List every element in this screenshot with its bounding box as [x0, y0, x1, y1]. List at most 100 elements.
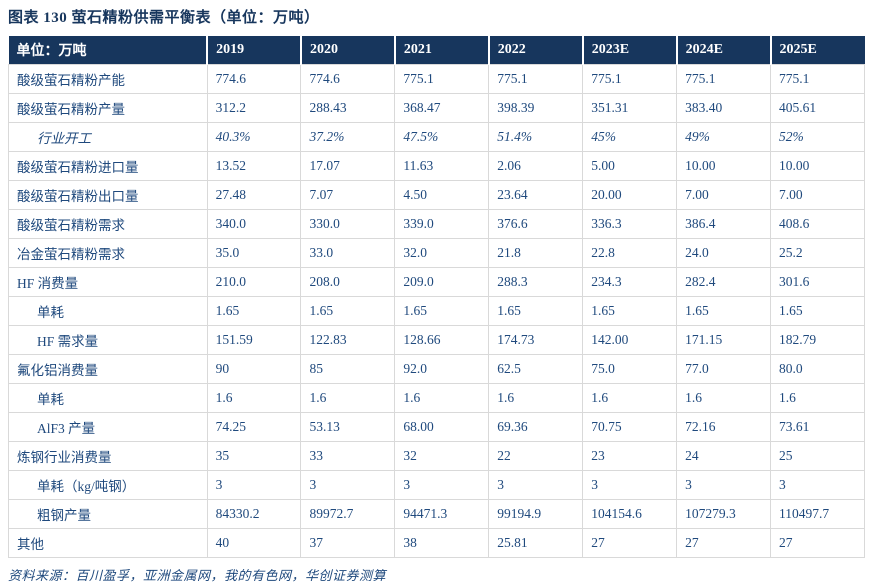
- table-cell: 2.06: [488, 150, 584, 181]
- table-row: HF 需求量 151.59 122.83 128.66 174.73 142.00 171.…: [8, 324, 865, 355]
- table-row: AlF3 产量 74.25 53.13 68.00 69.36 70.75 72.16 73.…: [8, 411, 865, 442]
- row-label: 酸级萤石精粉产量: [8, 92, 208, 123]
- table-cell: 37.2%: [300, 121, 396, 152]
- table-cell: 25: [770, 440, 865, 471]
- table-cell: 775.1: [394, 63, 490, 94]
- table-cell: 33.0: [300, 237, 396, 268]
- table-cell: 70.75: [582, 411, 678, 442]
- row-label: 行业开工: [8, 121, 208, 152]
- table-cell: 7.00: [676, 179, 772, 210]
- table-header-row: 单位：万吨 2019 2020 2021 2022 2023E 2024E 2025E: [8, 36, 865, 64]
- table-cell: 3: [582, 469, 678, 500]
- table-cell: 1.6: [300, 382, 396, 413]
- column-header-2022: 2022: [488, 36, 584, 64]
- column-header-unit: 单位：万吨: [8, 36, 209, 64]
- table-cell: 99194.9: [488, 498, 584, 529]
- row-label: 单耗: [8, 295, 208, 326]
- table-cell: 25.81: [488, 527, 584, 558]
- table-cell: 174.73: [488, 324, 584, 355]
- table-cell: 1.65: [770, 295, 865, 326]
- table-cell: 21.8: [488, 237, 584, 268]
- table-cell: 3: [488, 469, 584, 500]
- row-label: 其他: [8, 527, 208, 558]
- table-cell: 1.65: [488, 295, 584, 326]
- table-cell: 10.00: [676, 150, 772, 181]
- table-row: 炼钢行业消费量 35 33 32 22 23 24 25: [8, 440, 865, 471]
- table-cell: 775.1: [582, 63, 678, 94]
- table-cell: 22: [488, 440, 584, 471]
- table-cell: 1.6: [770, 382, 865, 413]
- table-cell: 3: [206, 469, 302, 500]
- table-cell: 312.2: [206, 92, 302, 123]
- table-cell: 23.64: [488, 179, 584, 210]
- table-cell: 94471.3: [394, 498, 490, 529]
- table-cell: 73.61: [770, 411, 865, 442]
- table-cell: 1.65: [394, 295, 490, 326]
- table-row: 行业开工 40.3% 37.2% 47.5% 51.4% 45% 49% 52%: [8, 121, 865, 152]
- table-row: 酸级萤石精粉产能 774.6 774.6 775.1 775.1 775.1 775.1 77…: [8, 63, 865, 94]
- table-cell: 74.25: [206, 411, 302, 442]
- table-cell: 234.3: [582, 266, 678, 297]
- column-header-2023e: 2023E: [582, 36, 678, 64]
- row-label: AlF3 产量: [8, 411, 208, 442]
- table-body: 酸级萤石精粉产能 774.6 774.6 775.1 775.1 775.1 775.1 77…: [8, 63, 865, 558]
- table-cell: 32: [394, 440, 490, 471]
- table-cell: 1.6: [676, 382, 772, 413]
- table-cell: 282.4: [676, 266, 772, 297]
- table-cell: 774.6: [300, 63, 396, 94]
- table-cell: 24: [676, 440, 772, 471]
- table-cell: 1.6: [206, 382, 302, 413]
- table-cell: 336.3: [582, 208, 678, 239]
- table-cell: 33: [300, 440, 396, 471]
- table-cell: 10.00: [770, 150, 865, 181]
- table-cell: 27: [676, 527, 772, 558]
- row-label: 粗钢产量: [8, 498, 208, 529]
- table-cell: 1.65: [206, 295, 302, 326]
- table-cell: 27.48: [206, 179, 302, 210]
- table-cell: 775.1: [770, 63, 865, 94]
- table-cell: 151.59: [206, 324, 302, 355]
- column-header-2024e: 2024E: [676, 36, 772, 64]
- table-cell: 38: [394, 527, 490, 558]
- table-cell: 37: [300, 527, 396, 558]
- table-row: 酸级萤石精粉需求 340.0 330.0 339.0 376.6 336.3 386.4 40…: [8, 208, 865, 239]
- table-cell: 301.6: [770, 266, 865, 297]
- table-row: 氟化铝消费量 90 85 92.0 62.5 75.0 77.0 80.0: [8, 353, 865, 384]
- column-header-2025e: 2025E: [770, 36, 865, 64]
- table-cell: 52%: [770, 121, 865, 152]
- table-row: 其他 40 37 38 25.81 27 27 27: [8, 527, 865, 558]
- table-cell: 35: [206, 440, 302, 471]
- table-cell: 1.6: [394, 382, 490, 413]
- table-cell: 1.65: [300, 295, 396, 326]
- table-cell: 7.00: [770, 179, 865, 210]
- table-cell: 80.0: [770, 353, 865, 384]
- table-cell: 27: [770, 527, 865, 558]
- row-label: 酸级萤石精粉产能: [8, 63, 208, 94]
- table-cell: 11.63: [394, 150, 490, 181]
- table-cell: 128.66: [394, 324, 490, 355]
- table-cell: 408.6: [770, 208, 865, 239]
- table-cell: 104154.6: [582, 498, 678, 529]
- table-row: 单耗 1.6 1.6 1.6 1.6 1.6 1.6 1.6: [8, 382, 865, 413]
- table-cell: 368.47: [394, 92, 490, 123]
- row-label: 酸级萤石精粉进口量: [8, 150, 208, 181]
- table-cell: 45%: [582, 121, 678, 152]
- table-cell: 69.36: [488, 411, 584, 442]
- table-cell: 49%: [676, 121, 772, 152]
- source-note: 资料来源：百川盈孚，亚洲金属网，我的有色网，华创证券测算: [8, 567, 387, 583]
- table-row: 单耗（kg/吨钢） 3 3 3 3 3 3 3: [8, 469, 865, 500]
- row-label: HF 消费量: [8, 266, 208, 297]
- row-label: HF 需求量: [8, 324, 208, 355]
- table-cell: 4.50: [394, 179, 490, 210]
- table-row: 酸级萤石精粉产量 312.2 288.43 368.47 398.39 351.31 383…: [8, 92, 865, 123]
- table-cell: 51.4%: [488, 121, 584, 152]
- table-cell: 1.65: [582, 295, 678, 326]
- table-cell: 107279.3: [676, 498, 772, 529]
- table-cell: 47.5%: [394, 121, 490, 152]
- page-title: 图表 130 萤石精粉供需平衡表（单位：万吨）: [8, 10, 320, 26]
- table-cell: 775.1: [488, 63, 584, 94]
- table-cell: 182.79: [770, 324, 865, 355]
- table-cell: 62.5: [488, 353, 584, 384]
- table-cell: 22.8: [582, 237, 678, 268]
- table-cell: 142.00: [582, 324, 678, 355]
